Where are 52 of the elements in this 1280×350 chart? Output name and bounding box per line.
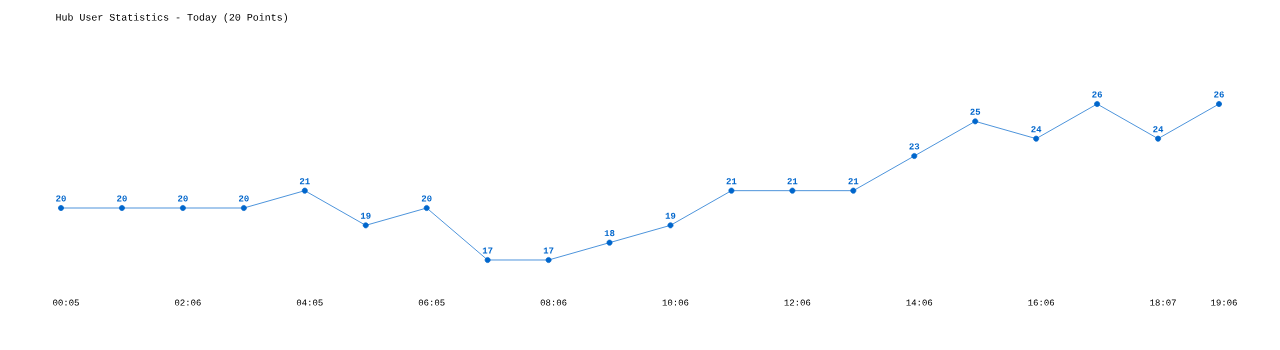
data-label: 17 xyxy=(543,247,554,254)
x-tick-label: 00:05 xyxy=(53,299,79,306)
data-label: 20 xyxy=(178,195,188,202)
point xyxy=(728,187,735,194)
chart-title: Hub User Statistics - Today (20 Points) xyxy=(56,13,287,23)
data-label: 19 xyxy=(665,212,676,219)
data-label: 24 xyxy=(1031,126,1042,133)
point xyxy=(301,187,308,194)
point xyxy=(667,222,674,229)
point xyxy=(240,205,247,211)
point xyxy=(850,187,857,194)
x-tick-label: 10:06 xyxy=(662,299,689,306)
point xyxy=(119,205,125,211)
x-tick-label: 19:06 xyxy=(1211,299,1237,306)
point xyxy=(606,239,613,246)
x-tick-label: 06:05 xyxy=(418,299,445,306)
data-label: 20 xyxy=(56,195,66,202)
point xyxy=(58,205,64,211)
x-tick-label: 02:06 xyxy=(174,299,201,306)
data-label: 25 xyxy=(970,108,981,115)
x-tick-label: 18:07 xyxy=(1150,299,1176,306)
x-tick-label: 04:05 xyxy=(296,299,323,306)
point xyxy=(911,153,918,159)
point xyxy=(1094,101,1101,107)
point xyxy=(423,205,430,211)
x-tick-label: 08:06 xyxy=(540,299,567,306)
x-tick-label: 16:06 xyxy=(1028,299,1055,306)
data-label: 20 xyxy=(421,195,432,202)
point xyxy=(1033,135,1040,142)
data-label: 20 xyxy=(117,195,127,202)
point xyxy=(179,205,186,211)
data-label: 24 xyxy=(1153,126,1164,133)
point xyxy=(789,187,796,194)
point xyxy=(484,257,491,263)
data-label: 21 xyxy=(848,178,859,185)
data-label: 18 xyxy=(604,230,615,237)
data-label: 17 xyxy=(482,247,493,254)
point xyxy=(1216,101,1222,107)
data-label: 21 xyxy=(299,178,310,185)
point xyxy=(545,257,552,263)
point xyxy=(972,118,979,125)
point xyxy=(1155,135,1162,142)
data-label: 20 xyxy=(238,195,249,202)
x-tick-label: 12:06 xyxy=(784,299,811,306)
data-label: 26 xyxy=(1214,91,1224,98)
data-label: 21 xyxy=(787,178,798,185)
data-label: 23 xyxy=(909,143,920,150)
x-tick-label: 14:06 xyxy=(906,299,933,306)
point xyxy=(362,222,369,229)
data-label: 21 xyxy=(726,178,737,185)
data-label: 19 xyxy=(360,212,371,219)
data-label: 26 xyxy=(1092,91,1102,98)
